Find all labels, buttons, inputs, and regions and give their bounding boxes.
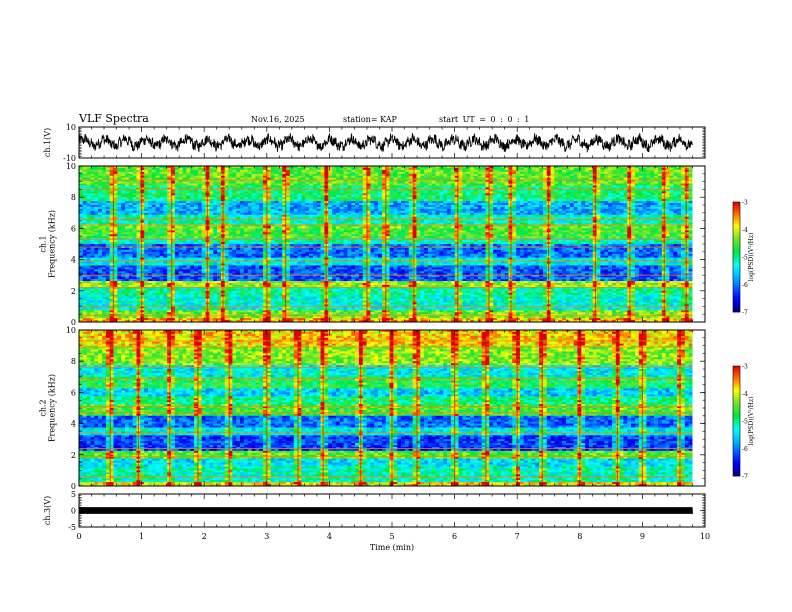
ch3-waveform-ylabel-line: ch.3(V) (43, 496, 52, 525)
ch2-spectrogram-y-tick-label: 2 (71, 451, 76, 460)
ch1-waveform-y-axis: 10 -10 (63, 123, 705, 163)
x-tick-label: 9 (640, 532, 645, 541)
colorbar-tick-label: -6 (742, 282, 748, 289)
start-time-label: start UT = 0 : 0 : 1 (439, 115, 529, 124)
ch2-spectrogram-y-tick-label: 8 (71, 357, 76, 366)
colorbar-tick-label: -5 (742, 419, 748, 426)
colorbar-tick-label: -5 (742, 255, 748, 262)
ch1-spectrogram-y-tick-label: 4 (71, 256, 76, 265)
colorbar-tick-label: -3 (742, 364, 748, 371)
x-tick-label: 2 (202, 532, 207, 541)
x-tick-label: 6 (452, 532, 457, 541)
x-ticks (78, 127, 706, 158)
ch1-spectrogram-ylabel: ch.1 Frequency (kHz) (39, 210, 57, 278)
ch1-waveform-ylabel: ch.1(V) (43, 128, 52, 157)
ch3-waveform-y-tick-label: 0 (71, 507, 76, 516)
x-tick-label: 0 (76, 532, 81, 541)
ch1-spectrogram-y-tick-label: 2 (71, 287, 76, 296)
colorbar-tick-label: -4 (742, 227, 748, 234)
ch2-spectrogram-y-axis: 0 2 4 6 8 10 (66, 326, 705, 491)
colorbar-tick-label: -4 (742, 391, 748, 398)
colorbar-tick-label: -7 (742, 310, 748, 317)
colorbar-tick-label: -7 (742, 474, 748, 481)
ch3-waveform-y-tick-label: 5 (71, 490, 76, 499)
ch3-waveform-ylabel: ch.3(V) (43, 496, 52, 525)
ch1-waveform-ylabel-line: ch.1(V) (43, 128, 52, 157)
ch2-spectrogram-y-tick-label: 6 (71, 388, 76, 397)
x-axis-label: Time (min) (370, 543, 414, 552)
x-ticks (78, 166, 706, 322)
x-ticks (78, 330, 706, 486)
date-label: Nov.16, 2025 (251, 115, 305, 124)
ch1-spectrogram-y-tick-label: 10 (66, 162, 76, 171)
ch2-spectrogram-ylabel-line: Frequency (kHz) (48, 374, 57, 442)
x-tick-label: 8 (577, 532, 582, 541)
ch1-spectrogram-y-tick-label: 8 (71, 193, 76, 202)
ch1-waveform-y-tick-label: 10 (66, 123, 76, 132)
ch1-waveform-y-tick-label: -10 (63, 154, 76, 163)
ch3-waveform-y-axis: 5 0 -5 (68, 490, 705, 532)
x-tick-label: 5 (389, 532, 394, 541)
ch1-spectrogram-y-tick-label: 6 (71, 224, 76, 233)
ch3-waveform-line (78, 507, 693, 514)
x-ticks (78, 494, 706, 527)
ch1-waveform-line (78, 132, 693, 153)
x-tick-label: 1 (139, 532, 144, 541)
chart-title: VLF Spectra (79, 112, 149, 125)
ch2-spectrogram-y-tick-label: 10 (66, 326, 76, 335)
ch1-spectrogram-image (79, 166, 705, 323)
colorbar-label: log(PSD)(V²/Hz) (748, 233, 755, 282)
ch1-spectrogram-y-tick-label: 0 (71, 318, 76, 327)
ch2-spectrogram-ylabel: ch.2 Frequency (kHz) (39, 374, 57, 442)
x-tick-label: 3 (264, 532, 269, 541)
x-tick-label: 7 (515, 532, 520, 541)
ch1-spectrogram-ylabel-line: ch.1 (39, 235, 48, 252)
time-axis-labels: 0 1 2 3 4 5 6 7 8 9 10 Time (min) (76, 532, 710, 552)
ch1-spectrogram-y-axis: 0 2 4 6 8 10 (66, 162, 705, 327)
x-tick-label: 10 (700, 532, 710, 541)
colorbar-tick-label: -6 (742, 446, 748, 453)
ch2-spectrogram-y-tick-label: 0 (71, 482, 76, 491)
ch2-spectrogram-y-tick-label: 4 (71, 420, 76, 429)
x-tick-label: 4 (327, 532, 332, 541)
colorbar-label: log(PSD)(V²/Hz) (748, 397, 755, 446)
ch2-colorbar: -3 -4 -5 -6 -7 log(PSD)(V²/Hz) (732, 364, 755, 481)
colorbar-tick-label: -3 (742, 200, 748, 207)
ch1-colorbar: -3 -4 -5 -6 -7 log(PSD)(V²/Hz) (732, 200, 755, 317)
ch1-spectrogram-ylabel-line: Frequency (kHz) (48, 210, 57, 278)
ch3-waveform-y-tick-label: -5 (68, 523, 76, 532)
ch2-spectrogram-image (79, 330, 705, 487)
ch2-spectrogram-ylabel-line: ch.2 (39, 399, 48, 416)
station-label: station= KAP (343, 115, 397, 124)
